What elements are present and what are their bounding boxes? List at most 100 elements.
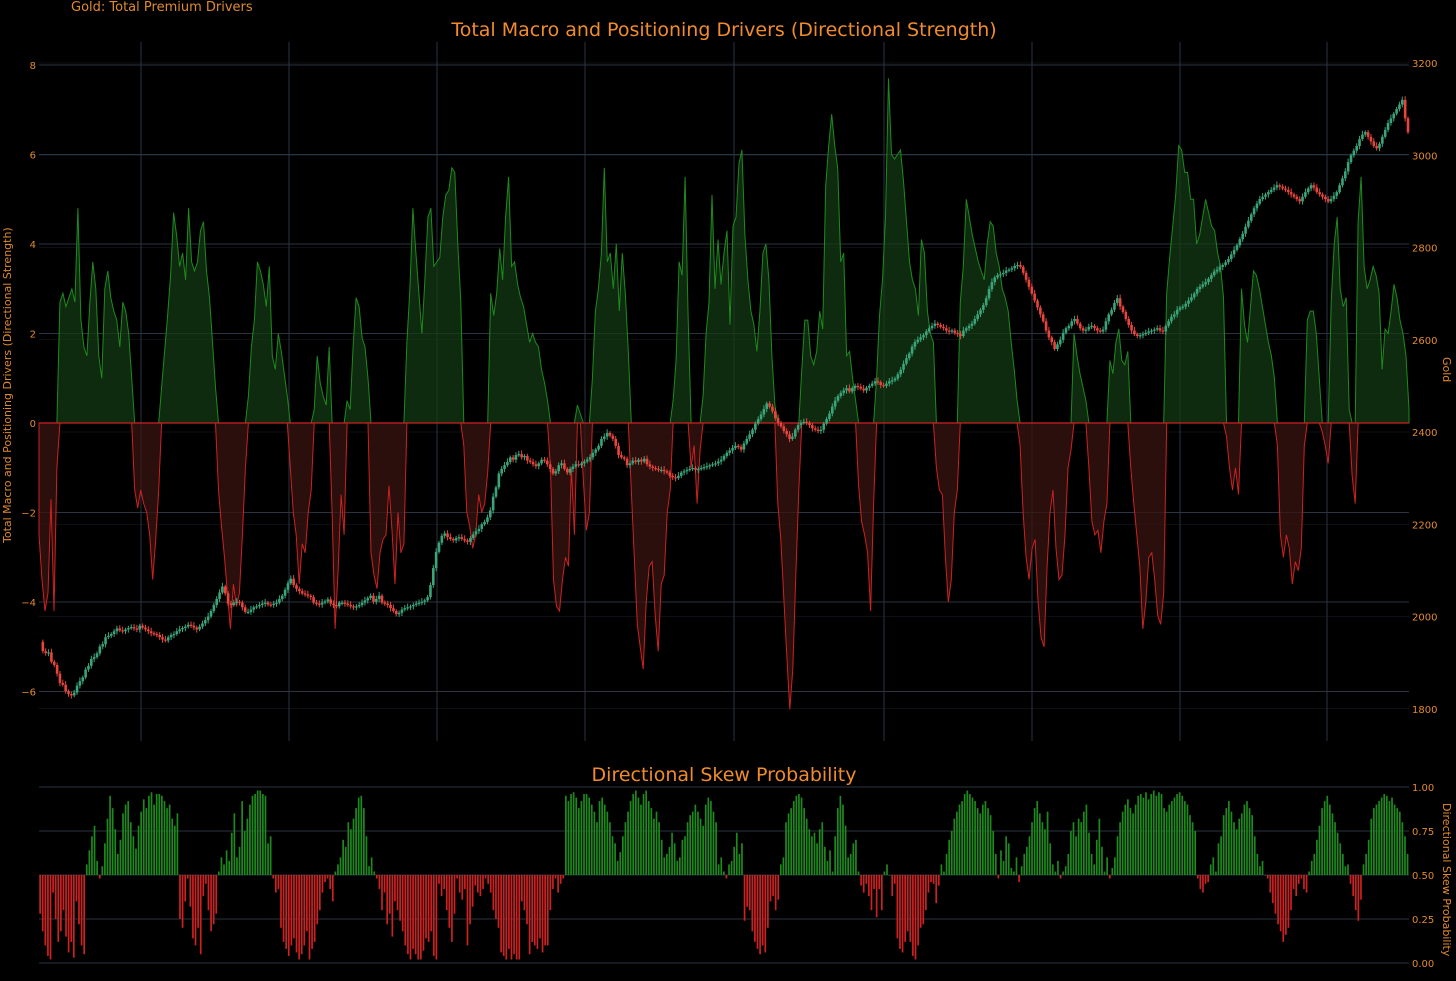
candle-body bbox=[1249, 214, 1253, 221]
skew-bar-up bbox=[1378, 801, 1380, 875]
skew-bar-up bbox=[987, 808, 989, 875]
candle-body bbox=[280, 595, 284, 599]
skew-bar-down bbox=[199, 875, 202, 955]
candle-body bbox=[289, 578, 293, 584]
candle-body bbox=[246, 611, 250, 614]
candle-body bbox=[1278, 185, 1282, 187]
skew-bar-up bbox=[1183, 801, 1186, 875]
y-tick-right: 1800 bbox=[1412, 705, 1437, 716]
skew-bar-up bbox=[1080, 822, 1083, 875]
candle-body bbox=[406, 607, 409, 609]
candle-body bbox=[930, 325, 934, 329]
skew-bar-up bbox=[590, 804, 593, 875]
skew-bar-down bbox=[497, 875, 500, 928]
skew-bar-up bbox=[1259, 866, 1261, 875]
candle-body bbox=[774, 411, 777, 419]
candle-body bbox=[1190, 297, 1193, 301]
skew-bar-down bbox=[458, 875, 461, 893]
candle-body bbox=[942, 326, 945, 329]
skew-bar-up bbox=[337, 864, 339, 875]
skew-bar-up bbox=[1321, 808, 1323, 875]
candle-body bbox=[1198, 286, 1202, 290]
skew-bar-up bbox=[1026, 846, 1028, 875]
candle-body bbox=[1301, 196, 1304, 202]
candle-body bbox=[357, 604, 361, 607]
skew-bar-up bbox=[368, 866, 370, 875]
candle-body bbox=[1398, 104, 1401, 110]
skew-bar-down bbox=[922, 875, 925, 925]
candle-body bbox=[186, 624, 190, 627]
candle-body bbox=[745, 438, 749, 444]
candle-body bbox=[1289, 192, 1293, 195]
skew-bar-up bbox=[720, 857, 723, 875]
candle-body bbox=[375, 598, 378, 602]
candle-body bbox=[1361, 134, 1364, 140]
candle-body bbox=[905, 358, 908, 364]
skew-bar-up bbox=[712, 811, 715, 875]
candle-body bbox=[697, 468, 700, 471]
candle-body bbox=[1141, 334, 1145, 336]
candle-body bbox=[962, 330, 965, 337]
skew-bar-up bbox=[111, 808, 114, 875]
skew-bar-down bbox=[875, 875, 878, 918]
candle-body bbox=[722, 455, 726, 460]
skew-bar-up bbox=[1246, 801, 1248, 875]
candle-body bbox=[1135, 334, 1139, 337]
candle-body bbox=[506, 461, 509, 466]
skew-bar-up bbox=[1398, 811, 1401, 875]
candle-body bbox=[55, 664, 59, 674]
skew-bar-up bbox=[1088, 832, 1090, 875]
candle-body bbox=[1309, 185, 1313, 189]
skew-bar-up bbox=[1155, 795, 1158, 875]
skew-bar-down bbox=[329, 875, 332, 890]
candle-body bbox=[98, 646, 102, 654]
candle-body bbox=[369, 595, 372, 599]
candle-body bbox=[446, 533, 449, 538]
skew-bar-down bbox=[880, 875, 883, 911]
skew-bar-down bbox=[427, 875, 430, 942]
candle-body bbox=[913, 342, 917, 347]
skew-bar-up bbox=[114, 829, 117, 875]
skew-bar-down bbox=[546, 875, 549, 946]
candle-body bbox=[132, 627, 136, 629]
skew-bar-up bbox=[360, 795, 363, 875]
skew-bar-up bbox=[1127, 799, 1129, 875]
candle-body bbox=[1061, 332, 1065, 340]
candle-body bbox=[945, 328, 948, 331]
skew-bar-up bbox=[1038, 813, 1041, 875]
candle-body bbox=[645, 458, 649, 465]
candle-body bbox=[620, 455, 623, 458]
skew-bar-up bbox=[91, 836, 93, 875]
skew-bar-down bbox=[904, 875, 906, 942]
skew-bar-down bbox=[1357, 875, 1360, 921]
candle-body bbox=[1096, 328, 1099, 331]
skew-bar-up bbox=[857, 871, 860, 875]
candle-body bbox=[118, 628, 122, 631]
candle-body bbox=[1107, 314, 1111, 322]
candle-body bbox=[469, 538, 472, 542]
candle-body bbox=[329, 599, 332, 604]
skew-bar-down bbox=[313, 875, 316, 942]
candle-body bbox=[631, 460, 635, 464]
skew-bar-down bbox=[925, 875, 927, 911]
candle-body bbox=[1218, 266, 1222, 270]
skew-bar-up bbox=[691, 811, 694, 875]
skew-bar-up bbox=[622, 836, 624, 875]
candle-body bbox=[1178, 307, 1182, 310]
candle-body bbox=[346, 603, 350, 605]
candle-body bbox=[1230, 254, 1233, 260]
skew-bar-up bbox=[800, 797, 803, 875]
candle-body bbox=[531, 461, 535, 465]
skew-bar-up bbox=[373, 871, 376, 875]
skew-bar-down bbox=[39, 875, 41, 914]
skew-bar-up bbox=[971, 797, 974, 875]
skew-bar-up bbox=[984, 801, 987, 875]
skew-bar-up bbox=[704, 804, 707, 875]
candle-body bbox=[1124, 312, 1128, 319]
skew-bar-up bbox=[844, 825, 847, 875]
skew-bar-up bbox=[1235, 829, 1238, 875]
skew-bar-up bbox=[583, 794, 585, 875]
skew-bar-up bbox=[658, 822, 660, 875]
candle-body bbox=[719, 459, 723, 462]
candle-body bbox=[124, 629, 127, 632]
